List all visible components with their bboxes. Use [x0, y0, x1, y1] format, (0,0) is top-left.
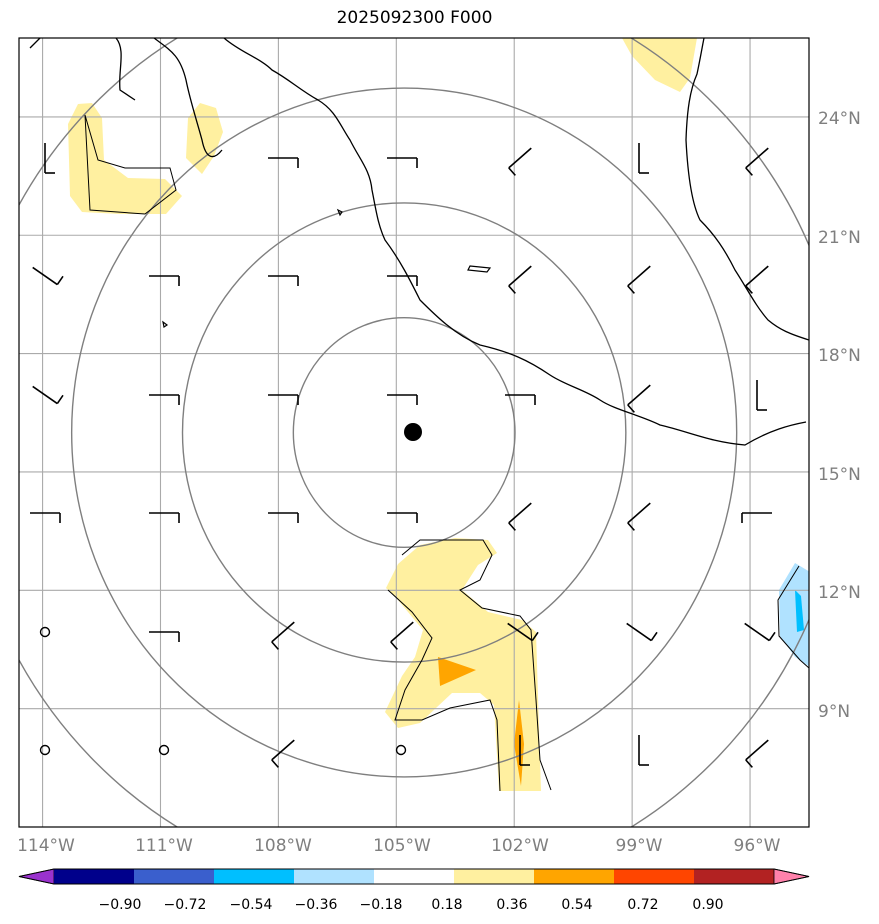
lon-label: 96°W [734, 836, 781, 856]
map-title: 2025092300 F000 [336, 8, 493, 28]
colorbar-tick-label: 0.18 [431, 897, 462, 913]
wind-barb [390, 621, 414, 650]
colorbar-segment [374, 869, 455, 884]
wind-barb [387, 512, 418, 523]
wind-barbs [30, 143, 776, 768]
wind-barb [745, 739, 769, 768]
colorbar-segment [214, 869, 295, 884]
wind-barb [519, 735, 530, 766]
wind-barb [387, 157, 418, 168]
wind-barb [627, 265, 651, 294]
wind-barb [149, 512, 180, 523]
map-plot-area [19, 38, 809, 827]
lon-label: 114°W [17, 836, 75, 856]
colorbar-tick-label: −0.36 [295, 897, 338, 913]
wind-barb [32, 385, 64, 405]
calm-wind-markers [39, 626, 407, 756]
range-ring [181, 202, 627, 663]
wind-barb [627, 502, 651, 531]
wind-barb [271, 621, 295, 650]
wind-barb [508, 502, 532, 531]
wind-barb [627, 384, 651, 413]
wind-barb [638, 143, 649, 174]
colorbar-tick-labels: −0.90 −0.72 −0.54 −0.36 −0.18 0.18 0.36 … [99, 897, 724, 913]
colorbar-tick-label: 0.72 [627, 897, 658, 913]
wind-barb [268, 275, 299, 286]
range-ring [19, 38, 809, 827]
colorbar-tick-label: −0.18 [360, 897, 403, 913]
lat-label: 12°N [818, 583, 861, 603]
lat-label: 15°N [818, 465, 861, 485]
colorbar-outline [18, 868, 810, 885]
plot-frame [18, 37, 810, 828]
colorbar-segment [694, 869, 775, 884]
lat-label: 24°N [818, 109, 861, 129]
lon-label: 108°W [254, 836, 312, 856]
wind-barb [508, 265, 532, 294]
wind-barb [745, 265, 769, 294]
wind-barb [387, 394, 418, 405]
colorbar-segment [454, 869, 535, 884]
colorbar-segment [614, 869, 695, 884]
storm-center-marker [404, 423, 422, 441]
lon-label: 105°W [373, 836, 431, 856]
wind-barb [30, 512, 61, 523]
coastlines [29, 38, 809, 792]
wind-barb [508, 147, 532, 176]
colorbar-tick-label: −0.72 [164, 897, 207, 913]
wind-barb [268, 512, 299, 523]
range-rings [19, 38, 809, 827]
wind-barb [149, 631, 180, 642]
range-ring [292, 317, 516, 548]
colorbar-segment [134, 869, 215, 884]
colorbar-extend-low [18, 868, 55, 885]
lat-label: 21°N [818, 228, 861, 248]
wind-barb [638, 735, 649, 766]
wind-barb [149, 394, 180, 405]
colorbar-tick-label: −0.90 [99, 897, 142, 913]
wind-barb [387, 275, 418, 286]
range-ring [70, 87, 738, 778]
negative-anomaly-fill [779, 563, 809, 667]
lat-label: 9°N [818, 702, 850, 722]
wind-barb [149, 275, 180, 286]
wind-barb [268, 157, 299, 168]
wind-barb [741, 512, 772, 523]
wind-barb [268, 394, 299, 405]
colorbar-tick-label: 0.54 [561, 897, 592, 913]
longitude-labels: 114°W 111°W 108°W 105°W 102°W 99°W 96°W [17, 836, 781, 856]
positive-anomaly-fill [68, 38, 697, 791]
colorbar-segment [294, 869, 375, 884]
wind-barb [505, 394, 536, 405]
wind-barb [44, 143, 55, 174]
lon-label: 111°W [135, 836, 193, 856]
lon-label: 99°W [616, 836, 663, 856]
latitude-labels: 24°N 21°N 18°N 15°N 12°N 9°N [818, 109, 861, 722]
wind-barb [507, 622, 539, 642]
lon-label: 102°W [491, 836, 549, 856]
colorbar-extend-high [773, 868, 810, 885]
colorbar-segment [54, 869, 135, 884]
wind-barb [744, 622, 776, 642]
wind-barb [626, 622, 658, 642]
colorbar [18, 868, 810, 885]
colorbar-segment [534, 869, 615, 884]
graticule [19, 38, 809, 827]
lat-label: 18°N [818, 346, 861, 366]
wind-barb [745, 147, 769, 176]
wind-barb [32, 266, 64, 286]
colorbar-tick-label: 0.90 [692, 897, 723, 913]
wind-barb [756, 380, 767, 411]
colorbar-tick-label: −0.54 [230, 897, 273, 913]
colorbar-tick-label: 0.36 [496, 897, 527, 913]
wind-barb [271, 739, 295, 768]
